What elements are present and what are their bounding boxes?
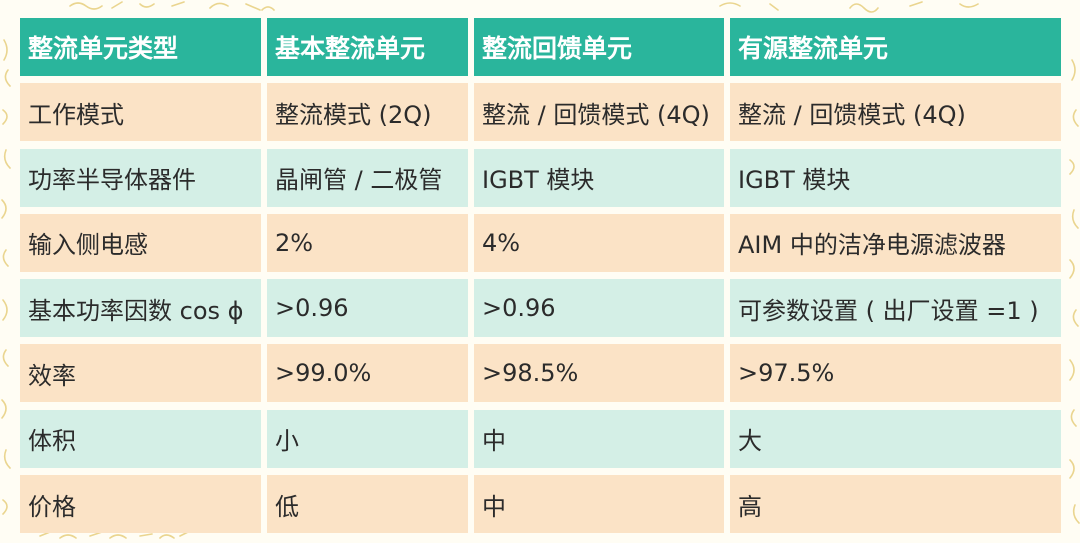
cell-basic-price: 低 <box>267 475 468 534</box>
cell-basic-power-semiconductor: 晶闸管 / 二极管 <box>267 148 468 207</box>
row-label-operating-mode: 工作模式 <box>20 83 261 142</box>
cell-feedback-input-inductance: 4% <box>474 213 724 272</box>
cell-active-efficiency: >97.5% <box>730 344 1061 403</box>
header-cell-active: 有源整流单元 <box>730 18 1061 76</box>
cell-feedback-operating-mode: 整流 / 回馈模式 (4Q) <box>474 83 724 142</box>
header-cell-feedback: 整流回馈单元 <box>474 18 724 76</box>
cell-active-volume: 大 <box>730 409 1061 468</box>
cell-feedback-volume: 中 <box>474 409 724 468</box>
cell-basic-power-factor: >0.96 <box>267 279 468 338</box>
header-cell-type: 整流单元类型 <box>20 18 261 76</box>
cell-basic-volume: 小 <box>267 409 468 468</box>
row-label-power-factor: 基本功率因数 cos ϕ <box>20 279 261 338</box>
row-label-efficiency: 效率 <box>20 344 261 403</box>
row-label-price: 价格 <box>20 475 261 534</box>
cell-active-price: 高 <box>730 475 1061 534</box>
cell-feedback-price: 中 <box>474 475 724 534</box>
cell-feedback-power-semiconductor: IGBT 模块 <box>474 148 724 207</box>
header-cell-basic: 基本整流单元 <box>267 18 468 76</box>
comparison-table: 整流单元类型 基本整流单元 整流回馈单元 有源整流单元 工作模式 整流模式 (2… <box>20 18 1061 534</box>
row-label-power-semiconductor: 功率半导体器件 <box>20 148 261 207</box>
cell-basic-efficiency: >99.0% <box>267 344 468 403</box>
cell-feedback-power-factor: >0.96 <box>474 279 724 338</box>
cell-active-input-inductance: AIM 中的洁净电源滤波器 <box>730 213 1061 272</box>
cell-feedback-efficiency: >98.5% <box>474 344 724 403</box>
cell-active-operating-mode: 整流 / 回馈模式 (4Q) <box>730 83 1061 142</box>
row-label-input-inductance: 输入侧电感 <box>20 213 261 272</box>
cell-basic-operating-mode: 整流模式 (2Q) <box>267 83 468 142</box>
cell-active-power-factor: 可参数设置 ( 出厂设置 =1 ) <box>730 279 1061 338</box>
cell-basic-input-inductance: 2% <box>267 213 468 272</box>
row-label-volume: 体积 <box>20 409 261 468</box>
cell-active-power-semiconductor: IGBT 模块 <box>730 148 1061 207</box>
